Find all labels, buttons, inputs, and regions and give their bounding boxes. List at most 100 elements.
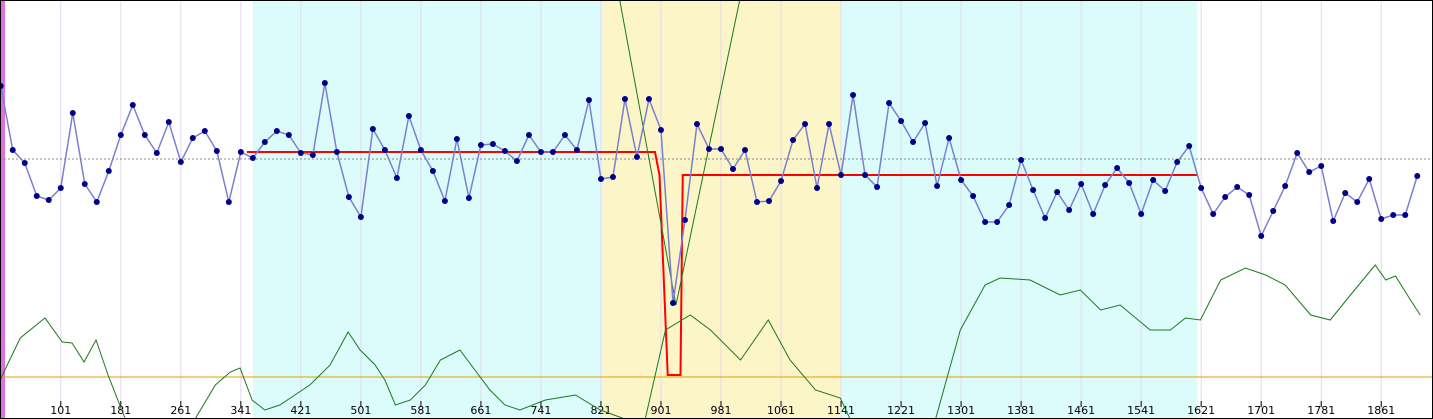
data-point xyxy=(21,160,28,166)
data-point xyxy=(201,128,208,134)
data-point xyxy=(189,135,196,141)
data-point xyxy=(1342,190,1349,196)
data-point xyxy=(261,139,268,145)
data-point xyxy=(850,92,857,98)
data-point xyxy=(1186,143,1193,149)
data-point xyxy=(1198,185,1205,191)
x-tick-label: 261 xyxy=(170,404,191,417)
data-point xyxy=(826,121,833,127)
data-point xyxy=(141,132,148,138)
left-marker xyxy=(0,0,5,419)
data-point xyxy=(33,193,40,199)
data-point xyxy=(1126,180,1133,186)
data-point xyxy=(754,199,761,205)
data-point xyxy=(117,132,124,138)
data-point xyxy=(633,154,640,160)
data-point xyxy=(465,195,472,201)
data-point xyxy=(537,149,544,155)
data-point xyxy=(1078,181,1085,187)
data-point xyxy=(994,219,1001,225)
data-point xyxy=(838,172,845,178)
data-point xyxy=(1210,211,1217,217)
data-point xyxy=(369,126,376,132)
data-point xyxy=(405,113,412,119)
x-tick-label: 1461 xyxy=(1067,404,1095,417)
data-point xyxy=(946,135,953,141)
data-point xyxy=(958,177,965,183)
data-point xyxy=(333,149,340,155)
data-point xyxy=(597,176,604,182)
data-point xyxy=(1366,176,1373,182)
x-tick-label: 1701 xyxy=(1247,404,1275,417)
x-tick-label: 901 xyxy=(650,404,671,417)
x-tick-label: 101 xyxy=(50,404,71,417)
band xyxy=(252,0,603,419)
data-point xyxy=(1222,194,1229,200)
data-point xyxy=(1414,173,1421,179)
x-tick-label: 501 xyxy=(350,404,371,417)
data-point xyxy=(657,127,664,133)
data-point xyxy=(910,139,917,145)
data-point xyxy=(1150,177,1157,183)
data-point xyxy=(1390,212,1397,218)
data-point xyxy=(525,132,532,138)
data-point xyxy=(922,120,929,126)
x-tick-label: 341 xyxy=(230,404,251,417)
x-tick-label: 661 xyxy=(470,404,491,417)
data-point xyxy=(645,96,652,102)
data-point xyxy=(45,197,52,203)
data-point xyxy=(1402,212,1409,218)
data-point xyxy=(165,119,172,125)
x-tick-label: 1541 xyxy=(1127,404,1155,417)
data-point xyxy=(1354,199,1361,205)
data-point xyxy=(393,175,400,181)
x-tick-label: 1861 xyxy=(1367,404,1395,417)
data-point xyxy=(1294,150,1301,156)
data-point xyxy=(225,199,232,205)
data-point xyxy=(1042,215,1049,221)
data-point xyxy=(237,149,244,155)
data-point xyxy=(718,146,725,152)
x-tick-label: 1221 xyxy=(887,404,915,417)
band xyxy=(841,0,1198,419)
data-point xyxy=(681,217,688,223)
data-point xyxy=(105,168,112,174)
data-point xyxy=(297,150,304,156)
data-point xyxy=(561,132,568,138)
data-point xyxy=(429,168,436,174)
data-point xyxy=(381,147,388,153)
data-point xyxy=(213,148,220,154)
data-point xyxy=(1006,202,1013,208)
data-point xyxy=(177,159,184,165)
data-point xyxy=(1282,183,1289,189)
data-point xyxy=(730,166,737,172)
x-tick-label: 1061 xyxy=(767,404,795,417)
data-point xyxy=(549,149,556,155)
data-point xyxy=(766,198,773,204)
data-point xyxy=(898,118,905,124)
band xyxy=(602,0,842,419)
x-tick-label: 421 xyxy=(290,404,311,417)
data-point xyxy=(1234,184,1241,190)
x-tick-label: 1381 xyxy=(1007,404,1035,417)
data-point xyxy=(573,147,580,153)
data-point xyxy=(585,97,592,103)
data-point xyxy=(81,181,88,187)
data-point xyxy=(249,155,256,161)
data-point xyxy=(513,158,520,164)
data-point xyxy=(1114,165,1121,171)
x-tick-label: 1621 xyxy=(1187,404,1215,417)
data-point xyxy=(970,193,977,199)
x-tick-label: 181 xyxy=(110,404,131,417)
data-point xyxy=(93,199,100,205)
data-point xyxy=(1258,233,1265,239)
series-line xyxy=(246,151,1198,376)
data-point xyxy=(1018,157,1025,163)
x-tick-label: 1301 xyxy=(947,404,975,417)
data-point xyxy=(862,172,869,178)
data-point xyxy=(1138,211,1145,217)
x-tick-label: 1781 xyxy=(1307,404,1335,417)
data-point xyxy=(273,128,280,134)
data-point xyxy=(982,219,989,225)
